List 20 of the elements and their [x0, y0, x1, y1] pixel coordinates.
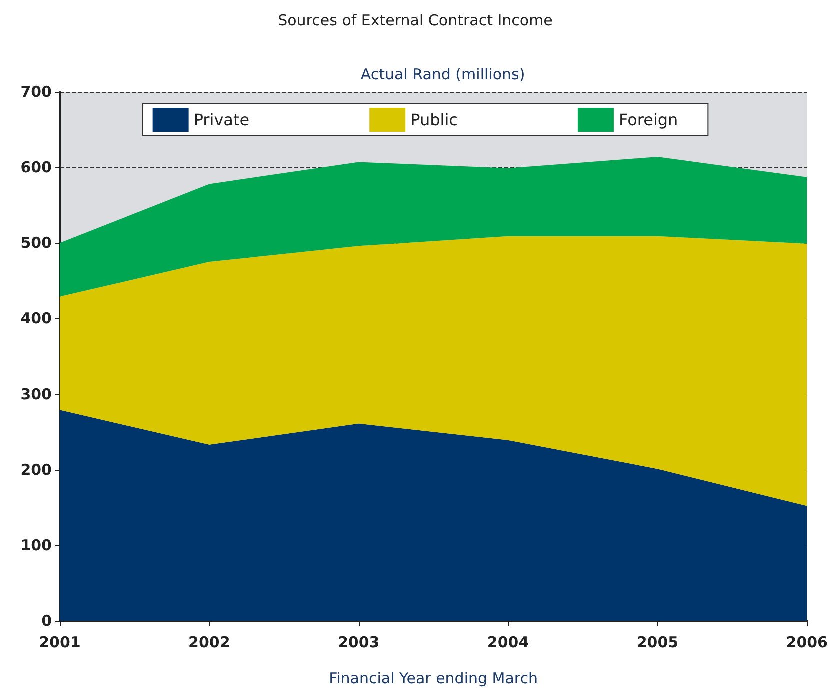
y-tick-label: 600	[20, 158, 52, 177]
x-axis-title: Financial Year ending March	[329, 670, 538, 688]
legend-label: Public	[410, 110, 458, 130]
y-tick-label: 100	[20, 536, 52, 554]
x-tick-label: 2004	[487, 634, 530, 652]
legend-label: Private	[194, 110, 250, 130]
x-tick-label: 2002	[188, 634, 230, 652]
legend-label: Foreign	[618, 110, 678, 130]
y-tick-label: 0	[42, 612, 52, 630]
y-tick-label: 200	[20, 460, 52, 479]
y-tick-label: 700	[20, 83, 52, 101]
chart-subtitle: Actual Rand (millions)	[360, 66, 526, 84]
y-tick-label: 300	[20, 385, 52, 404]
x-tick-label: 2003	[338, 634, 380, 652]
y-tick-label: 500	[20, 234, 52, 252]
y-tick-label: 400	[20, 310, 52, 328]
x-tick-label: 2005	[636, 634, 679, 652]
chart-title: Sources of External Contract Income	[278, 12, 553, 30]
x-tick-label: 2001	[39, 634, 81, 652]
x-tick-label: 2006	[786, 634, 828, 652]
